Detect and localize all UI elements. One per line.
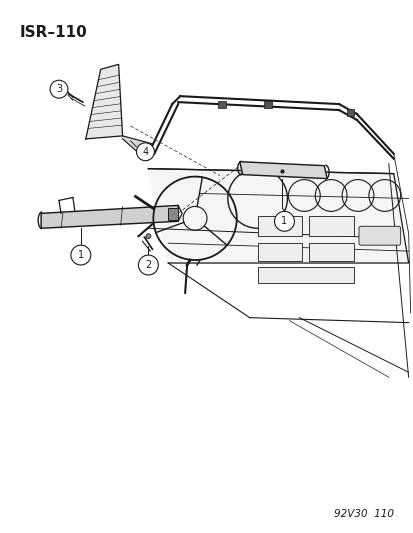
Circle shape	[136, 143, 154, 161]
FancyBboxPatch shape	[168, 208, 178, 220]
Polygon shape	[41, 205, 178, 228]
Polygon shape	[122, 136, 152, 161]
Text: 1: 1	[281, 216, 287, 227]
Circle shape	[50, 80, 68, 98]
Text: 1: 1	[78, 250, 84, 260]
Text: 92V30  110: 92V30 110	[333, 510, 393, 519]
FancyBboxPatch shape	[358, 227, 400, 245]
Text: 2: 2	[145, 260, 151, 270]
Circle shape	[274, 212, 294, 231]
Polygon shape	[85, 64, 122, 139]
FancyBboxPatch shape	[309, 243, 353, 261]
Polygon shape	[239, 161, 326, 179]
FancyBboxPatch shape	[257, 216, 301, 236]
Circle shape	[138, 255, 158, 275]
Text: ISR–110: ISR–110	[19, 25, 87, 39]
FancyBboxPatch shape	[257, 243, 301, 261]
Text: 3: 3	[56, 84, 62, 94]
FancyBboxPatch shape	[346, 109, 353, 116]
Circle shape	[71, 245, 90, 265]
FancyBboxPatch shape	[217, 101, 225, 108]
Text: 4: 4	[142, 147, 148, 157]
FancyBboxPatch shape	[309, 216, 353, 236]
Polygon shape	[148, 168, 408, 263]
Ellipse shape	[145, 234, 150, 239]
FancyBboxPatch shape	[257, 267, 353, 283]
FancyBboxPatch shape	[263, 101, 271, 108]
